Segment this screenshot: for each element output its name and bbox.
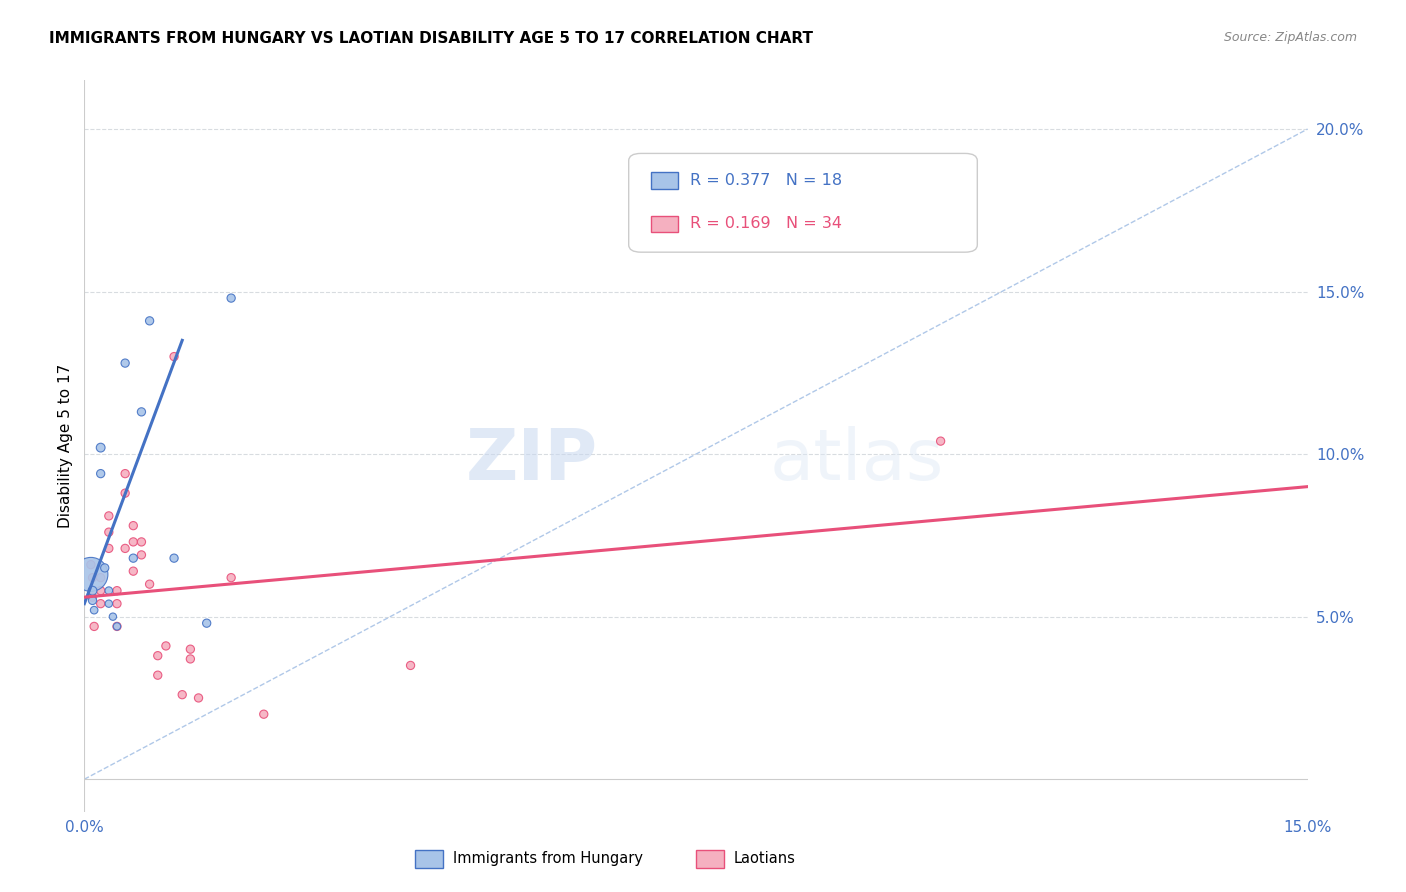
Point <box>90 441 112 455</box>
Point <box>179 642 201 657</box>
Point <box>114 356 136 370</box>
Point <box>90 467 112 481</box>
Text: Immigrants from Hungary: Immigrants from Hungary <box>453 852 643 866</box>
Point <box>155 639 177 653</box>
Y-axis label: Disability Age 5 to 17: Disability Age 5 to 17 <box>58 364 73 528</box>
Point <box>122 564 145 578</box>
Point <box>90 597 112 611</box>
Point <box>105 583 128 598</box>
Point <box>83 619 105 633</box>
Point <box>187 690 209 705</box>
Point <box>90 571 112 585</box>
Point <box>82 583 104 598</box>
Point <box>97 525 120 540</box>
Point <box>82 571 104 585</box>
Point <box>195 616 218 631</box>
Point <box>138 314 160 328</box>
Point <box>122 535 145 549</box>
Point <box>131 535 153 549</box>
Point <box>114 467 136 481</box>
Point <box>179 652 201 666</box>
Point <box>105 619 128 633</box>
Point <box>138 577 160 591</box>
FancyBboxPatch shape <box>651 216 678 232</box>
Point <box>90 583 112 598</box>
Point <box>114 486 136 500</box>
Point <box>122 551 145 566</box>
Point <box>82 593 104 607</box>
Point <box>253 707 276 722</box>
FancyBboxPatch shape <box>628 153 977 252</box>
Point <box>97 541 120 556</box>
Point <box>97 508 120 523</box>
Point <box>80 567 103 582</box>
Point <box>97 583 120 598</box>
Point <box>399 658 422 673</box>
Point <box>97 597 120 611</box>
Point <box>122 518 145 533</box>
Point <box>163 551 186 566</box>
Point <box>93 561 115 575</box>
Point <box>172 688 194 702</box>
Point <box>131 548 153 562</box>
Text: R = 0.169   N = 34: R = 0.169 N = 34 <box>690 216 842 231</box>
Point <box>105 597 128 611</box>
Text: R = 0.377   N = 18: R = 0.377 N = 18 <box>690 173 842 188</box>
Text: ZIP: ZIP <box>465 426 598 495</box>
Text: atlas: atlas <box>769 426 943 495</box>
Point <box>80 558 103 572</box>
Point <box>146 668 169 682</box>
Text: Source: ZipAtlas.com: Source: ZipAtlas.com <box>1223 31 1357 45</box>
Point <box>163 350 186 364</box>
Point <box>929 434 952 449</box>
Point <box>146 648 169 663</box>
Point <box>105 619 128 633</box>
Point <box>131 405 153 419</box>
Point <box>101 609 124 624</box>
Text: Laotians: Laotians <box>734 852 796 866</box>
Point <box>219 291 242 305</box>
Point <box>82 590 104 604</box>
Point <box>114 541 136 556</box>
Text: IMMIGRANTS FROM HUNGARY VS LAOTIAN DISABILITY AGE 5 TO 17 CORRELATION CHART: IMMIGRANTS FROM HUNGARY VS LAOTIAN DISAB… <box>49 31 813 46</box>
Point <box>219 571 242 585</box>
Point <box>83 603 105 617</box>
FancyBboxPatch shape <box>651 172 678 188</box>
